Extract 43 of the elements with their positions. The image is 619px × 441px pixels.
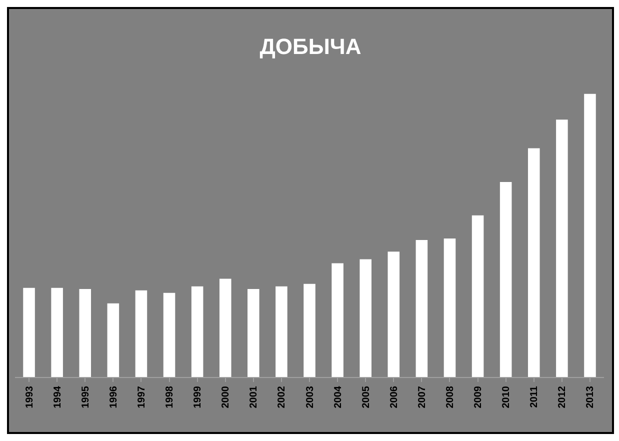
bar (360, 259, 372, 377)
bar (472, 215, 484, 377)
bar (191, 286, 204, 377)
bar (584, 94, 596, 377)
bar (79, 288, 92, 377)
bar (107, 303, 120, 377)
x-tick-label: 1999 (192, 386, 204, 408)
x-tick-label: 2010 (501, 386, 512, 408)
bar (51, 288, 63, 377)
bar (23, 288, 35, 377)
bar (219, 278, 232, 377)
x-tick-label: 2013 (585, 386, 596, 408)
bar (163, 292, 176, 377)
x-tick-label: 2000 (220, 386, 232, 408)
x-tick-label: 1994 (52, 386, 64, 408)
x-tick-label: 2002 (276, 386, 288, 408)
x-tick-label: 2009 (473, 386, 484, 408)
bar (135, 290, 148, 377)
x-tick-label: 2001 (248, 386, 260, 408)
bar (304, 284, 316, 377)
x-tick-label: 2006 (388, 386, 400, 408)
x-tick-label: 2003 (304, 386, 316, 408)
x-tick-label: 1997 (136, 386, 148, 408)
chart-title: ДОБЫЧА (260, 34, 362, 60)
x-tick-label: 1993 (24, 386, 36, 408)
bar (444, 238, 456, 377)
x-tick-label: 2012 (557, 386, 568, 408)
bar (556, 120, 568, 377)
bar (500, 182, 512, 377)
bar (388, 252, 400, 377)
x-tick-label: 2005 (360, 386, 372, 408)
bar (248, 288, 260, 377)
x-tick-label: 2011 (529, 386, 540, 408)
x-tick-label: 1996 (108, 386, 120, 408)
x-tick-label: 1998 (164, 386, 176, 408)
x-tick-label: 2007 (416, 386, 428, 408)
x-tick-label: 1995 (80, 386, 92, 408)
bar (416, 240, 428, 377)
x-tick-label: 2008 (444, 386, 456, 408)
bar (276, 286, 288, 377)
bar (528, 148, 540, 377)
x-tick-label: 2004 (332, 386, 344, 408)
bar (332, 263, 344, 377)
